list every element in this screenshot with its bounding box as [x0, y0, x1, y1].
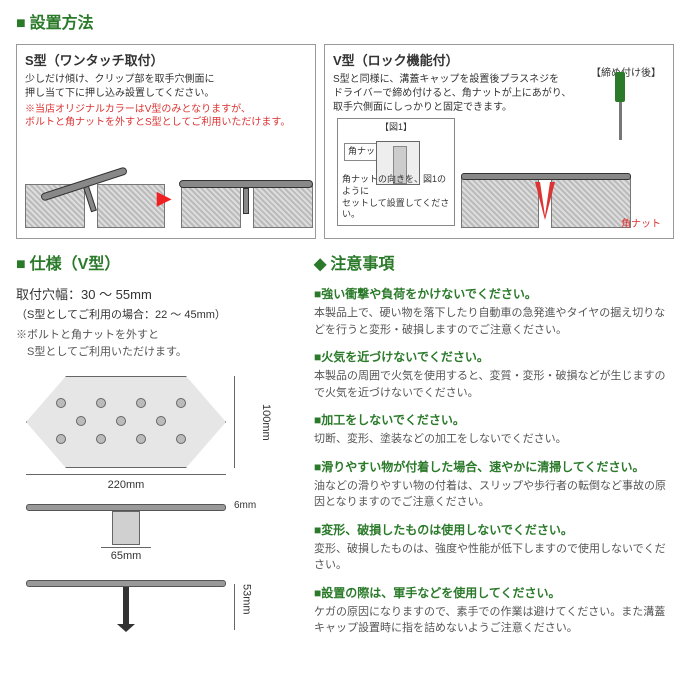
install-panels: S型（ワンタッチ取付） 少しだけ傾け、クリップ部を取手穴側面に 押し当て下に押し… — [16, 44, 674, 239]
caution-title-text: 注意事項 — [330, 256, 394, 273]
caution-title: ■加工をしないでください。 — [314, 411, 674, 429]
caution-title: ■滑りやすい物が付着した場合、速やかに清掃してください。 — [314, 458, 674, 476]
arrow-icon: ▶ — [157, 185, 171, 212]
screwdriver-icon — [615, 72, 625, 140]
section-title-install: ■設置方法 — [16, 12, 674, 36]
caution-body: 油などの滑りやすい物の付着は、スリップや歩行者の転倒など事故の原因となりますので… — [314, 478, 674, 511]
figure-1-box: 【図1】 角ナット 角ナットの向きを、図1のように セットして設置してください。 — [337, 118, 455, 226]
cautions-column: ◆注意事項 ■強い衝撃や負荷をかけないでください。本製品上で、硬い物を落下したり… — [314, 253, 674, 650]
dimension-figure: 220mm 100mm 6mm 65mm 53mm — [16, 370, 296, 650]
caution-body: 切断、変形、塗装などの加工をしないでください。 — [314, 431, 674, 448]
caution-body: ケガの原因になりますので、素手での作業は避けてください。また溝蓋キャップ設置時に… — [314, 604, 674, 637]
thickness-dimension: 6mm — [234, 498, 256, 513]
spec-title-text: 仕様（V型） — [30, 256, 121, 273]
fig1-caption: 角ナットの向きを、図1のように セットして設置してください。 — [342, 174, 450, 221]
fig1-title: 【図1】 — [340, 121, 452, 135]
s-panel-note: ※当店オリジナルカラーはV型のみとなりますが、 ボルトと角ナットを外すとS型とし… — [25, 103, 307, 130]
v-illustration: 【図1】 角ナット 角ナットの向きを、図1のように セットして設置してください。… — [333, 116, 665, 232]
side-dimension: 53mm — [234, 584, 255, 630]
caution-body: 変形、破損したものは、強度や性能が低下しますので使用しないでください。 — [314, 541, 674, 574]
kaku-nut-bottom-label: 角ナット — [621, 217, 661, 232]
caution-body: 本製品の周囲で火気を使用すると、変質・変形・破損などが生じますので火気を近づけな… — [314, 368, 674, 401]
spec-hole-width: 取付穴幅：30 ～ 55mm — [16, 285, 296, 305]
side-view-icon — [26, 580, 226, 632]
s-panel-desc: 少しだけ傾け、クリップ部を取手穴側面に 押し当て下に押し込み設置してください。 — [25, 73, 307, 101]
caution-body: 本製品上で、硬い物を落下したり自動車の急発進やタイヤの据え切りなどを行うと変形・… — [314, 305, 674, 338]
front-view-icon: 65mm — [26, 504, 226, 565]
after-tighten-label: 【締め付け後】 — [591, 66, 661, 81]
install-title-text: 設置方法 — [30, 15, 94, 32]
s-illustration: ▶ — [25, 142, 307, 232]
caution-title: ■設置の際は、軍手などを使用してください。 — [314, 584, 674, 602]
s-type-panel: S型（ワンタッチ取付） 少しだけ傾け、クリップ部を取手穴側面に 押し当て下に押し… — [16, 44, 316, 239]
section-title-spec: ■仕様（V型） — [16, 253, 296, 277]
v-type-panel: V型（ロック機能付） S型と同様に、溝蓋キャップを設置後プラスネジを ドライバー… — [324, 44, 674, 239]
spec-note: ※ボルトと角ナットを外すと S型としてご利用いただけます。 — [16, 327, 296, 360]
caution-title: ■強い衝撃や負荷をかけないでください。 — [314, 285, 674, 303]
caution-title: ■火気を近づけないでください。 — [314, 348, 674, 366]
spec-column: ■仕様（V型） 取付穴幅：30 ～ 55mm （S型としてご利用の場合：22 ～… — [16, 253, 296, 650]
width-dimension: 220mm — [26, 474, 226, 494]
spec-s-range: （S型としてご利用の場合：22 ～ 45mm） — [16, 307, 296, 324]
caution-title: ■変形、破損したものは使用しないでください。 — [314, 521, 674, 539]
s-panel-title: S型（ワンタッチ取付） — [25, 51, 307, 71]
section-title-caution: ◆注意事項 — [314, 253, 674, 277]
height-dimension: 100mm — [234, 376, 274, 468]
stem-dimension: 65mm — [101, 547, 151, 565]
